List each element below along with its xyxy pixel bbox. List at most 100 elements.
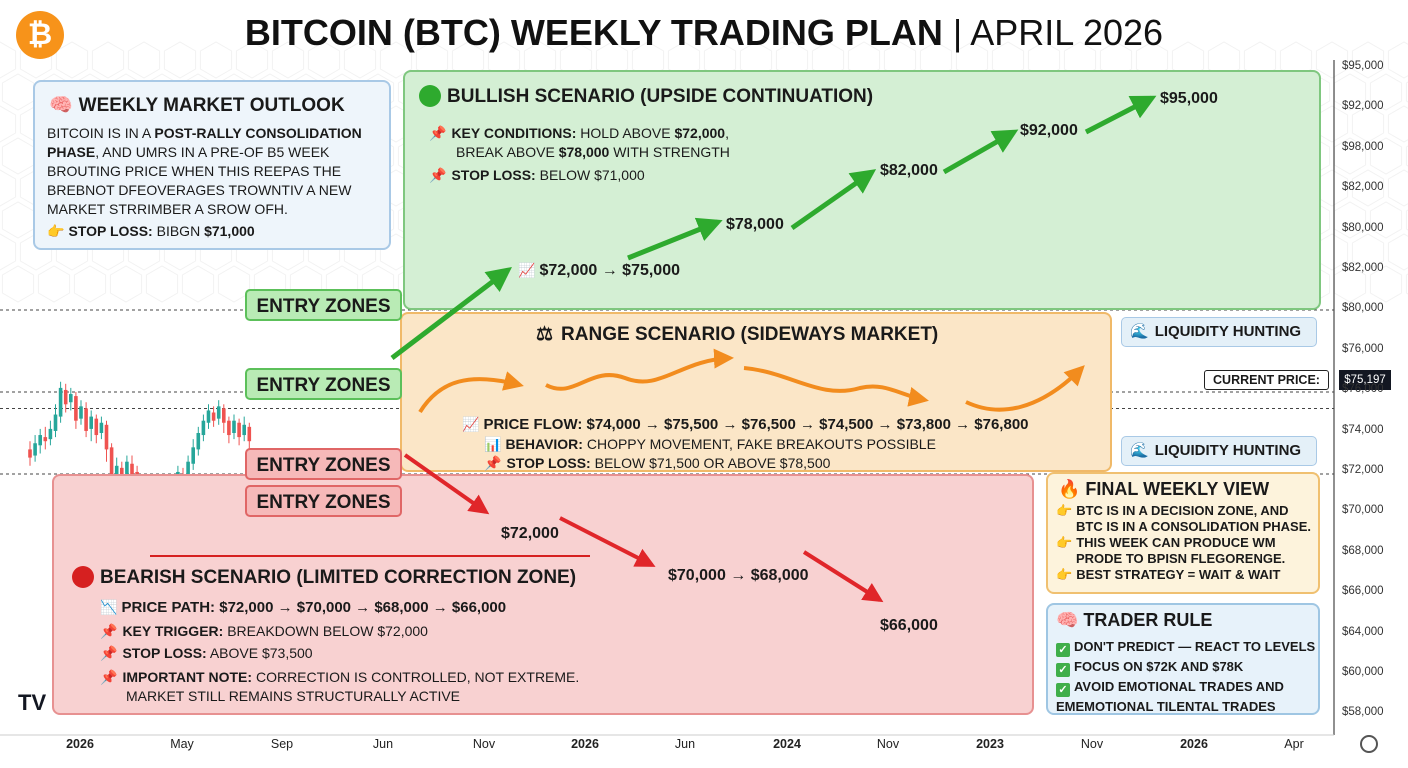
pointing-hand-icon: 👉 xyxy=(1056,567,1073,582)
y-tick-label: $76,000 xyxy=(1342,383,1384,396)
y-tick-label: $72,000 xyxy=(1342,464,1384,476)
x-tick-label: Sep xyxy=(270,737,294,751)
bullish-stop-loss: 📌 STOP LOSS: BELOW $71,000 xyxy=(429,167,645,183)
fire-icon: 🔥 xyxy=(1058,479,1081,499)
range-scenario-panel: ⚖ RANGE SCENARIO (SIDEWAYS MARKET) 📈 PRICE… xyxy=(400,312,1112,472)
final-view-title: 🔥 FINAL WEEKLY VIEW xyxy=(1058,479,1270,499)
liquidity-hunting-top: 🌊 LIQUIDITY HUNTING xyxy=(1121,317,1317,347)
hex-pattern-cell xyxy=(109,265,143,303)
candle xyxy=(242,416,246,442)
bear-target-2: $70,000 → $68,000 xyxy=(668,567,809,584)
hex-pattern-cell xyxy=(91,41,125,79)
trader-rule-list: ✓ DON'T PREDICT — REACT TO LEVELS ✓ FOCUS … xyxy=(1056,639,1316,714)
candle xyxy=(38,428,42,454)
range-price-flow: 📈 PRICE FLOW: $74,000 → $75,500 → $76,500… xyxy=(462,416,1029,433)
candle xyxy=(227,416,231,444)
candle xyxy=(58,381,63,423)
candle xyxy=(89,410,93,442)
hex-pattern-cell xyxy=(1387,41,1408,79)
pushpin-icon: 📌 xyxy=(429,125,447,141)
current-price-label: CURRENT PRICE: xyxy=(1204,370,1329,390)
trader-rule-panel: 🧠 TRADER RULE ✓ DON'T PREDICT — REACT TO L… xyxy=(1046,603,1320,715)
bearish-trigger: 📌 KEY TRIGGER: BREAKDOWN BELOW $72,000 xyxy=(100,623,428,639)
chart-up-icon: 📈 xyxy=(462,416,480,432)
green-circle-icon xyxy=(419,85,441,107)
candle xyxy=(94,414,99,444)
hex-pattern-cell xyxy=(1369,137,1403,175)
hex-pattern-cell xyxy=(73,265,107,303)
y-tick-label: $82,000 xyxy=(1342,181,1384,194)
y-tick-label: $95,000 xyxy=(1342,60,1384,72)
hex-pattern-cell xyxy=(1315,41,1349,79)
range-stop-loss: 📌 STOP LOSS: BELOW $71,500 OR ABOVE $78,5… xyxy=(484,455,831,471)
candle xyxy=(79,400,83,425)
title-bold: BITCOIN (BTC) WEEKLY TRADING PLAN xyxy=(244,12,943,53)
wave-icon: 🌊 xyxy=(1130,442,1149,459)
hex-pattern-cell xyxy=(0,233,17,271)
entry-zone-3: ENTRY ZONES xyxy=(245,448,402,480)
entry-zone-2: ENTRY ZONES xyxy=(245,368,402,400)
bearish-title: BEARISH SCENARIO (LIMITED CORRECTION ZON… xyxy=(72,566,576,589)
entry-zone-1: ENTRY ZONES xyxy=(245,289,402,321)
weekly-outlook-panel: 🧠 WEEKLY MARKET OUTLOOK BITCOIN IS IN A P… xyxy=(33,80,391,250)
y-tick-label: $82,000 xyxy=(1342,262,1384,274)
y-tick-label: $70,000 xyxy=(1342,504,1384,517)
candle xyxy=(63,383,68,413)
hex-pattern-cell xyxy=(379,41,413,79)
hex-pattern-cell xyxy=(0,41,17,79)
pushpin-icon: 📌 xyxy=(100,623,118,639)
hex-pattern-cell xyxy=(307,41,341,79)
candle xyxy=(201,414,206,442)
bull-target-2: $78,000 xyxy=(726,216,784,233)
x-tick-label: 2024 xyxy=(773,737,801,751)
hex-pattern-cell xyxy=(0,169,17,207)
candle xyxy=(53,404,58,438)
checkmark-icon: ✓ xyxy=(1056,643,1070,657)
candle xyxy=(69,387,73,411)
hex-pattern-cell xyxy=(199,41,233,79)
x-tick-label: Jun xyxy=(674,737,696,751)
pushpin-icon: 📌 xyxy=(429,167,447,183)
bearish-price-path: 📉 PRICE PATH: $72,000 → $70,000 → $68,000… xyxy=(100,599,507,616)
y-tick-label: $74,000 xyxy=(1342,423,1384,436)
chart-up-icon: 📈 xyxy=(518,262,536,278)
outlook-stop-loss: 👉 STOP LOSS: BIBGN $71,000 xyxy=(47,223,255,239)
balance-scale-icon: ⚖ xyxy=(536,324,554,345)
hex-pattern-cell xyxy=(271,41,305,79)
candle xyxy=(28,441,32,466)
final-view-bullets: 👉 BTC IS IN A DECISION ZONE, AND BTC IS I… xyxy=(1056,503,1311,582)
hex-pattern-cell xyxy=(181,265,215,303)
hex-pattern-cell xyxy=(145,265,179,303)
x-tick-label: Nov xyxy=(1080,737,1104,751)
hex-pattern-cell xyxy=(1405,273,1408,295)
bearish-note: 📌 IMPORTANT NOTE: CORRECTION IS CONTROLLE… xyxy=(100,669,580,704)
title-date: APRIL 2026 xyxy=(970,12,1164,53)
candle xyxy=(206,404,211,429)
bull-target-3: $82,000 xyxy=(880,162,938,179)
x-tick-label: Nov xyxy=(876,737,900,751)
y-tick-label: $66,000 xyxy=(1342,585,1384,598)
bearish-stop-loss: 📌 STOP LOSS: ABOVE $73,500 xyxy=(100,645,313,661)
hex-pattern-cell xyxy=(1387,105,1408,143)
y-tick-label: $92,000 xyxy=(1342,100,1384,113)
y-tick-label: $68,000 xyxy=(1342,544,1384,557)
pointing-hand-icon: 👉 xyxy=(47,223,65,239)
hex-pattern-cell xyxy=(37,265,71,303)
candle xyxy=(211,406,216,427)
hex-pattern-cell xyxy=(1,137,35,175)
hex-pattern-cell xyxy=(1369,201,1403,239)
settings-gear-icon[interactable] xyxy=(1360,735,1378,753)
bear-target-1: $72,000 xyxy=(501,525,559,542)
bar-chart-icon: 📊 xyxy=(484,436,502,452)
candle xyxy=(99,416,104,440)
x-tick-label: May xyxy=(170,737,194,751)
hex-pattern-cell xyxy=(1369,265,1403,303)
x-tick-label: Nov xyxy=(472,737,496,751)
hex-pattern-cell xyxy=(127,41,161,79)
pushpin-icon: 📌 xyxy=(100,645,118,661)
bitcoin-logo-icon: ₿ xyxy=(16,11,64,59)
hex-pattern-cell xyxy=(343,41,377,79)
hex-pattern-cell xyxy=(1351,169,1385,207)
y-tick-label: $60,000 xyxy=(1342,666,1384,678)
hex-pattern-cell xyxy=(1,265,35,303)
